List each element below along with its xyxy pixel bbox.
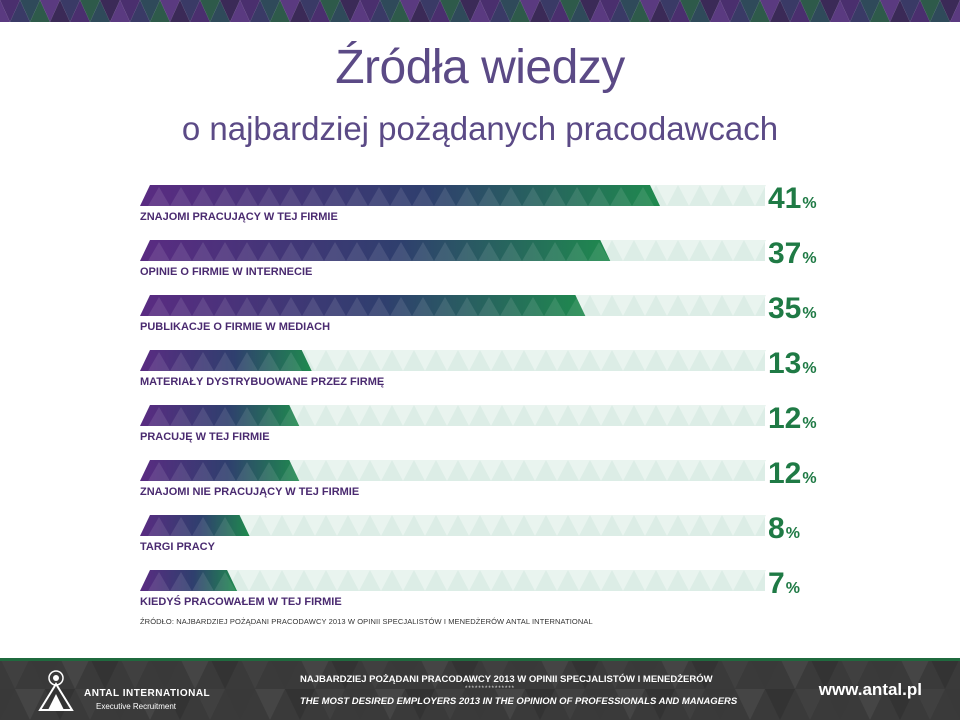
footer-tagline-pl: NAJBARDZIEJ POŻĄDANI PRACODAWCY 2013 W O… xyxy=(300,674,713,685)
value-label: 37% xyxy=(768,237,817,270)
bar-row: PUBLIKACJE O FIRMIE W MEDIACH 35% xyxy=(140,292,817,333)
bar-chart: ZNAJOMI PRACUJĄCY W TEJ FIRMIE 41% OPINIE … xyxy=(140,182,817,608)
category-label: PUBLIKACJE O FIRMIE W MEDIACH xyxy=(140,321,330,333)
bar-row: ZNAJOMI NIE PRACUJĄCY W TEJ FIRMIE 12% xyxy=(140,457,817,498)
footer-tagline-en: THE MOST DESIRED EMPLOYERS 2013 IN THE O… xyxy=(300,696,738,707)
bar-row: ZNAJOMI PRACUJĄCY W TEJ FIRMIE 41% xyxy=(140,182,817,223)
footer-background xyxy=(0,658,960,720)
page-subtitle: o najbardziej pożądanych pracodawcach xyxy=(181,110,779,147)
bar-row: MATERIAŁY DYSTRYBUOWANE PRZEZ FIRMĘ 13% xyxy=(140,347,817,388)
category-label: ZNAJOMI NIE PRACUJĄCY W TEJ FIRMIE xyxy=(140,486,359,498)
bar-row: TARGI PRACY 8% xyxy=(140,512,800,553)
bar xyxy=(140,405,300,426)
website-link[interactable]: www.antal.pl xyxy=(818,680,922,699)
bar xyxy=(140,350,312,371)
footer-bar: ANTAL INTERNATIONAL Executive Recruitmen… xyxy=(0,658,960,720)
category-label: ZNAJOMI PRACUJĄCY W TEJ FIRMIE xyxy=(140,211,338,223)
value-label: 12% xyxy=(768,402,817,435)
value-label: 7% xyxy=(768,567,800,600)
footer-stars: *************** xyxy=(464,686,516,692)
top-triangle-pattern xyxy=(0,0,960,22)
bar xyxy=(140,515,250,536)
bar xyxy=(140,185,660,206)
bar xyxy=(140,570,238,591)
category-label: OPINIE O FIRMIE W INTERNECIE xyxy=(140,266,312,278)
source-note: ŹRÓDŁO: NAJBARDZIEJ POŻĄDANI PRACODAWCY … xyxy=(140,617,593,626)
brand-name: ANTAL INTERNATIONAL xyxy=(84,688,211,699)
category-label: TARGI PRACY xyxy=(140,541,216,553)
bar xyxy=(140,240,611,261)
value-label: 8% xyxy=(768,512,800,545)
bar-row: KIEDYŚ PRACOWAŁEM W TEJ FIRMIE 7% xyxy=(140,567,800,608)
value-label: 35% xyxy=(768,292,817,325)
category-label: KIEDYŚ PRACOWAŁEM W TEJ FIRMIE xyxy=(140,595,342,608)
brand-subtitle: Executive Recruitment xyxy=(96,702,177,711)
antal-logo xyxy=(36,666,186,714)
page-title: Źródła wiedzy xyxy=(335,41,625,94)
bar xyxy=(140,460,300,481)
bar-row: OPINIE O FIRMIE W INTERNECIE 37% xyxy=(140,237,817,278)
value-label: 12% xyxy=(768,457,817,490)
value-label: 41% xyxy=(768,182,817,215)
bar xyxy=(140,295,586,316)
bar-row: PRACUJĘ W TEJ FIRMIE 12% xyxy=(140,402,817,443)
category-label: PRACUJĘ W TEJ FIRMIE xyxy=(140,431,270,443)
value-label: 13% xyxy=(768,347,817,380)
category-label: MATERIAŁY DYSTRYBUOWANE PRZEZ FIRMĘ xyxy=(140,376,384,388)
antal-logo-icon xyxy=(38,670,74,711)
